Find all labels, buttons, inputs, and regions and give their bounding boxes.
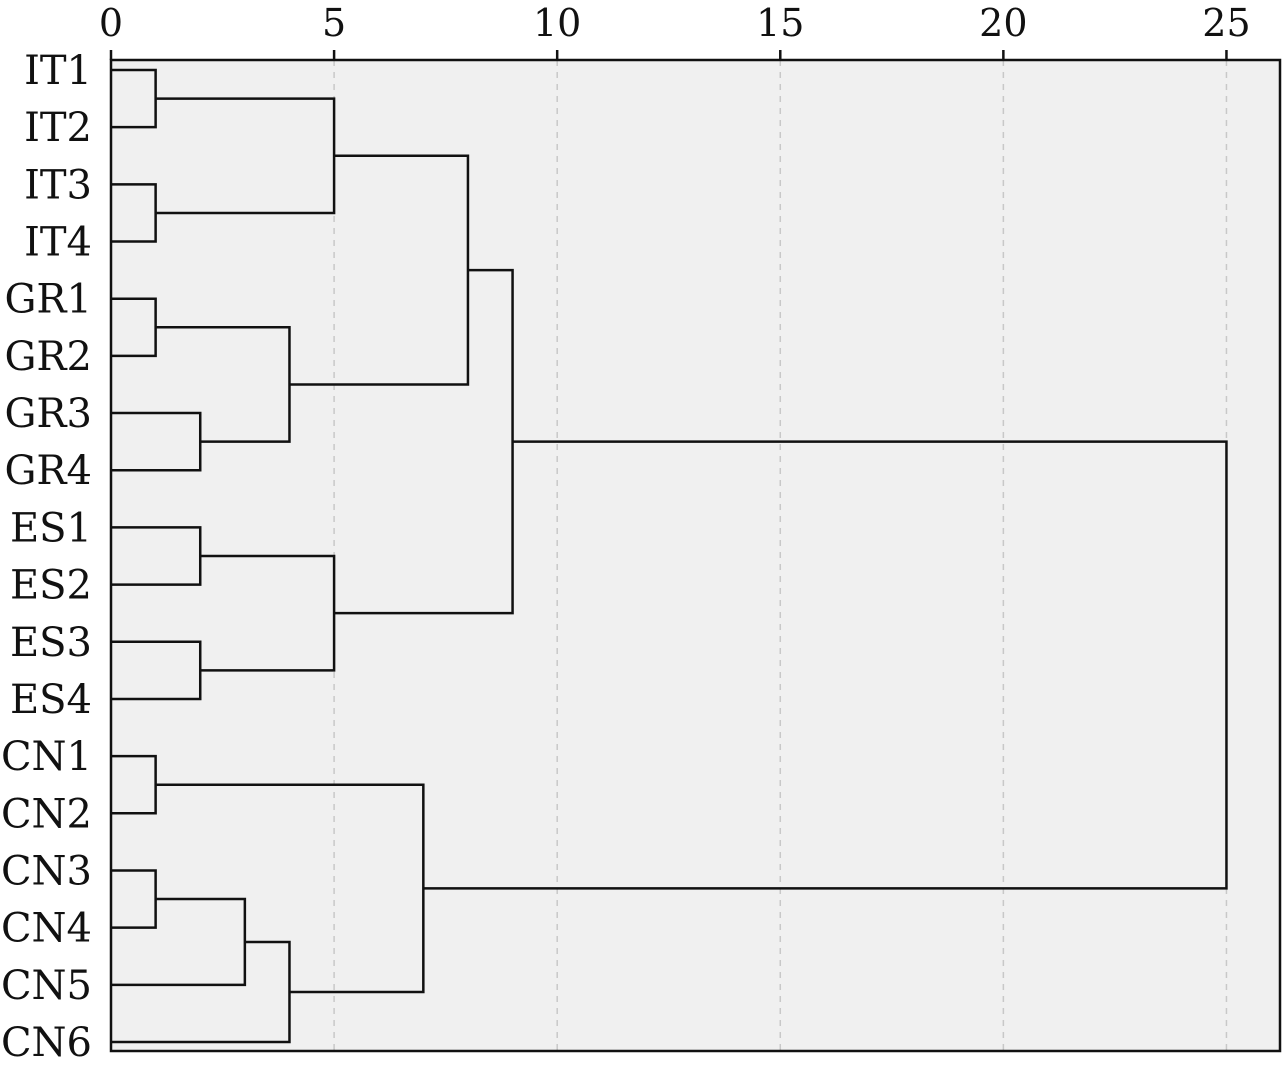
link-m6 [155,326,291,443]
link-m1 [111,68,157,129]
axis-layer [109,58,1282,1053]
leaf-label-gr2: GR2 [4,334,92,380]
link-m16 [155,783,425,994]
link-m12 [111,754,157,815]
link-m13 [111,869,157,929]
tick-label-10: 10 [533,1,581,45]
leaf-label-cn1: CN1 [1,734,92,780]
link-m15 [111,940,291,1044]
tick-label-0: 0 [99,1,123,45]
leaf-label-es3: ES3 [10,620,92,666]
leaf-label-cn5: CN5 [1,963,92,1009]
leaf-label-gr3: GR3 [4,391,92,437]
tick-label-15: 15 [756,1,804,45]
x-axis-ticks: 0 5 10 15 20 25 [99,1,1251,60]
leaf-label-es1: ES1 [10,505,92,551]
leaf-label-cn4: CN4 [1,906,92,952]
leaf-label-it1: IT1 [24,48,92,94]
leaf-label-gr4: GR4 [4,448,92,494]
leaf-label-cn6: CN6 [1,1020,92,1061]
dendrogram-links [111,68,1228,1044]
leaf-label-gr1: GR1 [4,277,92,323]
leaf-label-es2: ES2 [10,563,92,609]
leaf-label-it3: IT3 [24,162,92,208]
leaf-label-cn2: CN2 [1,791,92,837]
leaf-label-it4: IT4 [24,220,92,266]
link-m17 [423,440,1228,890]
link-m4 [111,297,157,358]
leaf-label-cn3: CN3 [1,848,92,894]
plot-frame [109,58,1282,1053]
leaf-label-it2: IT2 [24,105,92,151]
leaf-labels: IT1 IT2 IT3 IT4 GR1 GR2 GR3 GR4 ES1 ES2 ES3 ES4 CN1 C… [1,48,92,1066]
tick-label-20: 20 [979,1,1027,45]
leaf-label-es4: ES4 [10,677,92,723]
link-m2 [111,183,157,243]
tick-label-25: 25 [1202,1,1250,45]
tick-label-5: 5 [322,1,346,45]
